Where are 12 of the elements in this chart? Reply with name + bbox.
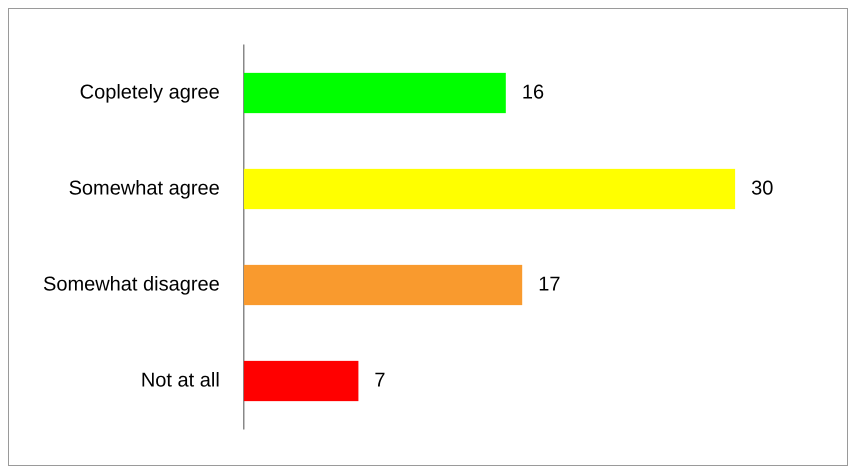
bar xyxy=(244,72,506,114)
y-tick-label: Copletely agree xyxy=(80,82,220,104)
data-label: 30 xyxy=(751,178,774,200)
bar xyxy=(244,360,358,402)
bar xyxy=(244,264,522,306)
data-label: 16 xyxy=(522,82,544,104)
y-tick-label: Somewhat disagree xyxy=(42,274,220,296)
y-tick-label: Not at all xyxy=(140,370,220,392)
data-label: 17 xyxy=(538,274,560,296)
y-tick-label: Somewhat agree xyxy=(68,178,220,200)
data-label: 7 xyxy=(374,370,386,392)
bar xyxy=(244,168,736,210)
